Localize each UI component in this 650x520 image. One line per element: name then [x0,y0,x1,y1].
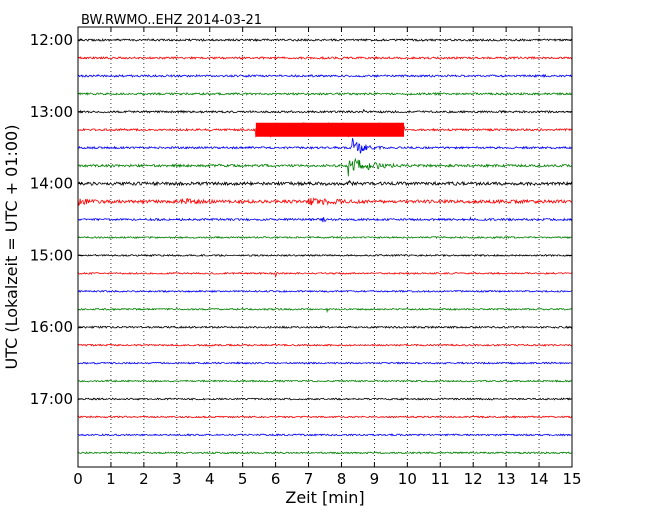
x-tick-label: 11 [431,470,450,488]
trace-line [77,179,573,187]
trace-line [77,157,573,177]
trace-line [77,379,573,383]
x-axis-label: Zeit [min] [285,488,364,507]
x-tick-label: 6 [271,470,281,488]
x-tick-label: 3 [172,470,182,488]
trace-line [77,108,573,114]
y-tick-label: 15:00 [30,246,73,264]
x-tick-label: 15 [562,470,581,488]
trace-line [77,415,573,419]
x-tick-label: 7 [304,470,314,488]
chart-title: BW.RWMO..EHZ 2014-03-21 [81,13,262,28]
trace-line [77,197,573,207]
y-tick-label: 16:00 [30,318,73,336]
trace-line [77,289,573,293]
trace-lines [77,37,573,455]
trace-line [77,361,573,365]
x-tick-label: 12 [464,470,483,488]
trace-line [77,73,573,78]
y-tick-label: 17:00 [30,390,73,408]
y-tick-label: 14:00 [30,175,73,193]
trace-line [77,253,573,258]
grid-lines [110,27,540,467]
trace-line [77,451,573,455]
x-tick-label: 0 [73,470,83,488]
x-tick-label: 9 [370,470,380,488]
y-tick-label: 12:00 [30,31,73,49]
trace-line [77,343,573,347]
x-tick-label: 1 [106,470,116,488]
x-tick-label: 10 [398,470,417,488]
trace-line [77,37,573,42]
axis-ticks: 0 1 2 3 4 5 6 7 8 9 10 11 12 13 14 1512:0013:0014:0015:… [30,27,582,488]
trace-line [77,91,573,96]
y-tick-label: 13:00 [30,103,73,121]
x-tick-label: 2 [139,470,149,488]
y-axis-label: UTC (Lokalzeit = UTC + 01:00) [2,125,21,370]
trace-line [77,235,573,240]
trace-line [77,216,573,223]
trace-line [77,271,573,278]
trace-line [77,137,573,154]
trace-line [78,397,573,401]
x-tick-label: 8 [337,470,347,488]
saturated-signal [255,122,405,137]
trace-line [77,55,573,60]
x-tick-label: 13 [497,470,516,488]
trace-line [77,325,573,330]
x-tick-label: 14 [530,470,549,488]
x-tick-label: 4 [205,470,215,488]
trace-line [77,433,573,437]
x-tick-label: 5 [238,470,248,488]
trace-line [77,307,573,314]
plot-frame [77,26,573,468]
